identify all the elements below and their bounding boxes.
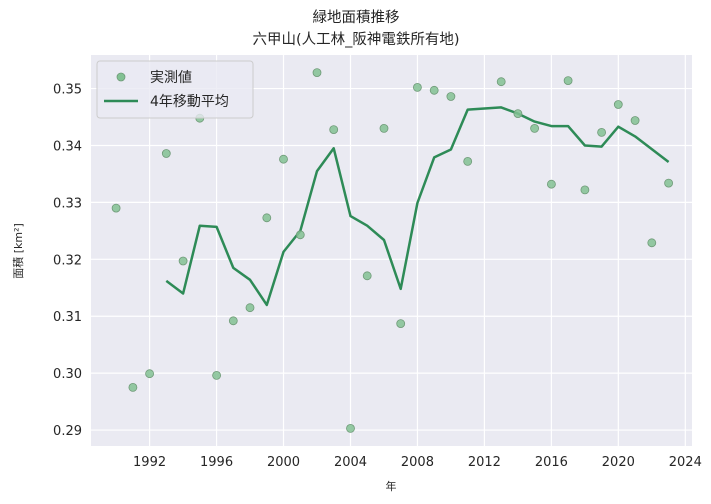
x-tick-label: 2016 bbox=[535, 455, 568, 470]
data-point bbox=[496, 77, 506, 87]
y-tick-label: 0.30 bbox=[53, 367, 82, 382]
data-point bbox=[161, 149, 171, 158]
y-tick-label: 0.29 bbox=[53, 424, 82, 439]
data-point bbox=[128, 382, 138, 392]
data-point bbox=[547, 179, 556, 189]
measured-points bbox=[111, 68, 673, 433]
data-point bbox=[379, 123, 389, 133]
data-point bbox=[647, 238, 657, 248]
chart-subtitle: 六甲山(人工林_阪神電鉄所有地) bbox=[252, 31, 459, 48]
data-point bbox=[295, 230, 305, 240]
x-axis-label: 年 bbox=[386, 479, 397, 493]
x-tick-label: 2000 bbox=[267, 455, 300, 470]
data-point bbox=[530, 123, 539, 133]
x-tick-label: 1992 bbox=[133, 455, 166, 470]
data-point bbox=[329, 125, 339, 135]
x-tick-label: 2012 bbox=[468, 455, 501, 470]
data-point bbox=[346, 423, 355, 433]
legend: 実測値 4年移動平均 bbox=[96, 60, 254, 119]
data-point bbox=[145, 369, 155, 379]
data-point bbox=[312, 68, 322, 77]
scatter-marker-icon bbox=[116, 72, 126, 82]
data-point bbox=[178, 256, 188, 266]
x-tick-label: 2008 bbox=[401, 455, 434, 470]
data-point bbox=[580, 185, 590, 195]
y-axis-label: 面積 [km²] bbox=[11, 223, 25, 279]
moving-average-line bbox=[165, 106, 670, 307]
data-point bbox=[429, 85, 439, 95]
data-point bbox=[664, 178, 673, 188]
data-point bbox=[412, 83, 422, 92]
data-point bbox=[245, 303, 255, 313]
y-tick-label: 0.34 bbox=[53, 139, 82, 154]
data-point bbox=[513, 109, 523, 118]
x-tick-label: 2004 bbox=[334, 455, 367, 470]
y-tick-label: 0.33 bbox=[53, 196, 82, 211]
x-tick-label: 2020 bbox=[602, 455, 635, 470]
data-point bbox=[111, 203, 121, 213]
moving-average-polyline bbox=[165, 106, 670, 307]
data-point bbox=[630, 116, 640, 125]
x-tick-label: 1996 bbox=[200, 455, 233, 470]
legend-label-moving-average: 4年移動平均 bbox=[150, 94, 229, 110]
data-point bbox=[463, 156, 473, 166]
data-point bbox=[228, 316, 238, 326]
y-tick-label: 0.31 bbox=[53, 310, 82, 325]
data-point bbox=[597, 127, 606, 137]
data-point bbox=[262, 213, 272, 223]
chart-title: 緑地面積推移 bbox=[313, 9, 400, 26]
y-axis-ticks: 0.29 0.30 0.31 0.32 0.33 0.34 0.35 bbox=[53, 83, 82, 439]
legend-label-measured: 実測値 bbox=[150, 70, 192, 86]
data-point bbox=[279, 154, 288, 164]
x-axis-ticks: 1992 1996 2000 2004 2008 2012 2016 2020 2024 bbox=[133, 455, 702, 470]
data-point bbox=[446, 92, 456, 101]
data-point bbox=[563, 76, 573, 85]
legend-box bbox=[96, 60, 254, 119]
y-tick-label: 0.32 bbox=[53, 253, 82, 268]
x-tick-label: 2024 bbox=[669, 455, 702, 470]
data-point bbox=[362, 271, 372, 281]
data-point bbox=[613, 100, 623, 109]
plot-area bbox=[91, 55, 692, 446]
y-tick-label: 0.35 bbox=[53, 83, 82, 98]
data-point bbox=[212, 370, 222, 380]
data-point bbox=[396, 319, 406, 329]
